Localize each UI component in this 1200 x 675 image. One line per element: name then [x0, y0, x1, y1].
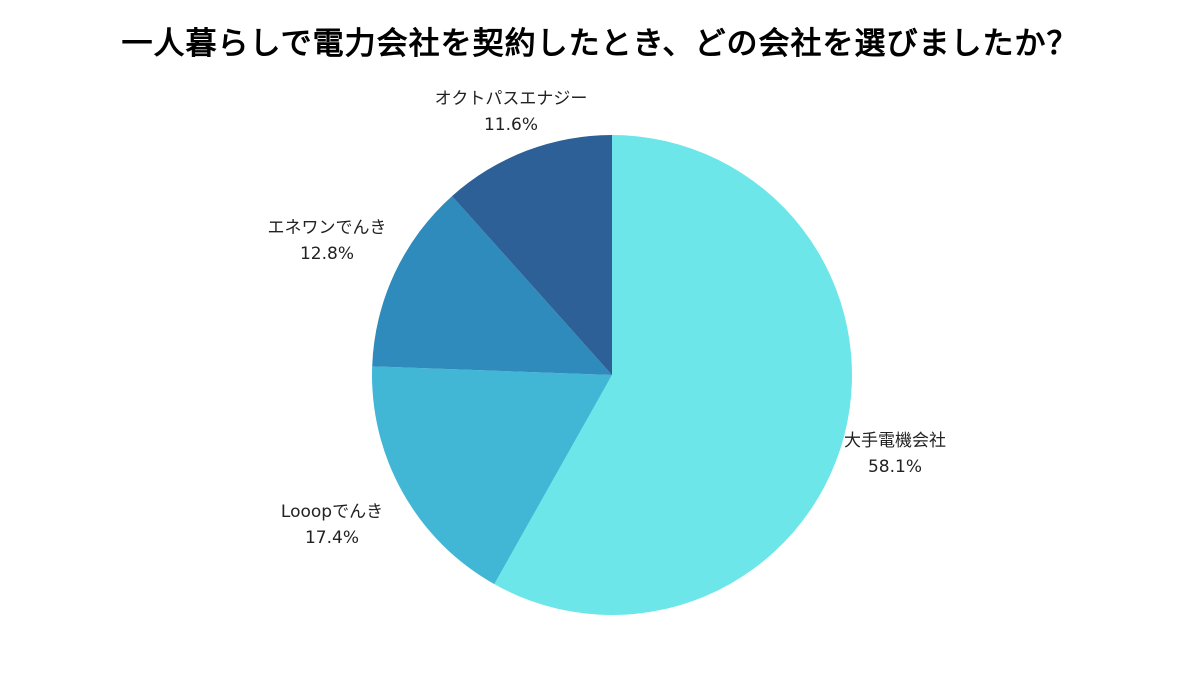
chart-title: 一人暮らしで電力会社を契約したとき、どの会社を選びましたか？: [121, 26, 1079, 62]
pie-slices: [372, 134, 853, 615]
slice-value-label-2: 17.4%: [305, 528, 359, 548]
pie-labels: 大手電機会社 58.1% Looopでんき 17.4% エネワンでんき 12.8% オクトパ…: [268, 89, 947, 548]
slice-value-label-4: 11.6%: [484, 115, 538, 135]
pie-slice-1: [494, 134, 853, 615]
slice-label-3: エネワンでんき: [268, 218, 387, 238]
slice-value-label-1: 58.1%: [868, 457, 922, 477]
slice-value-label-3: 12.8%: [300, 244, 354, 264]
pie-slice-3: [372, 196, 612, 375]
slice-label-2: Looopでんき: [281, 502, 383, 522]
slice-label-4: オクトパスエナジー: [435, 89, 588, 109]
slice-label-1: 大手電機会社: [844, 431, 946, 451]
pie-slice-2: [372, 366, 612, 585]
pie-slice-4: [452, 135, 612, 375]
